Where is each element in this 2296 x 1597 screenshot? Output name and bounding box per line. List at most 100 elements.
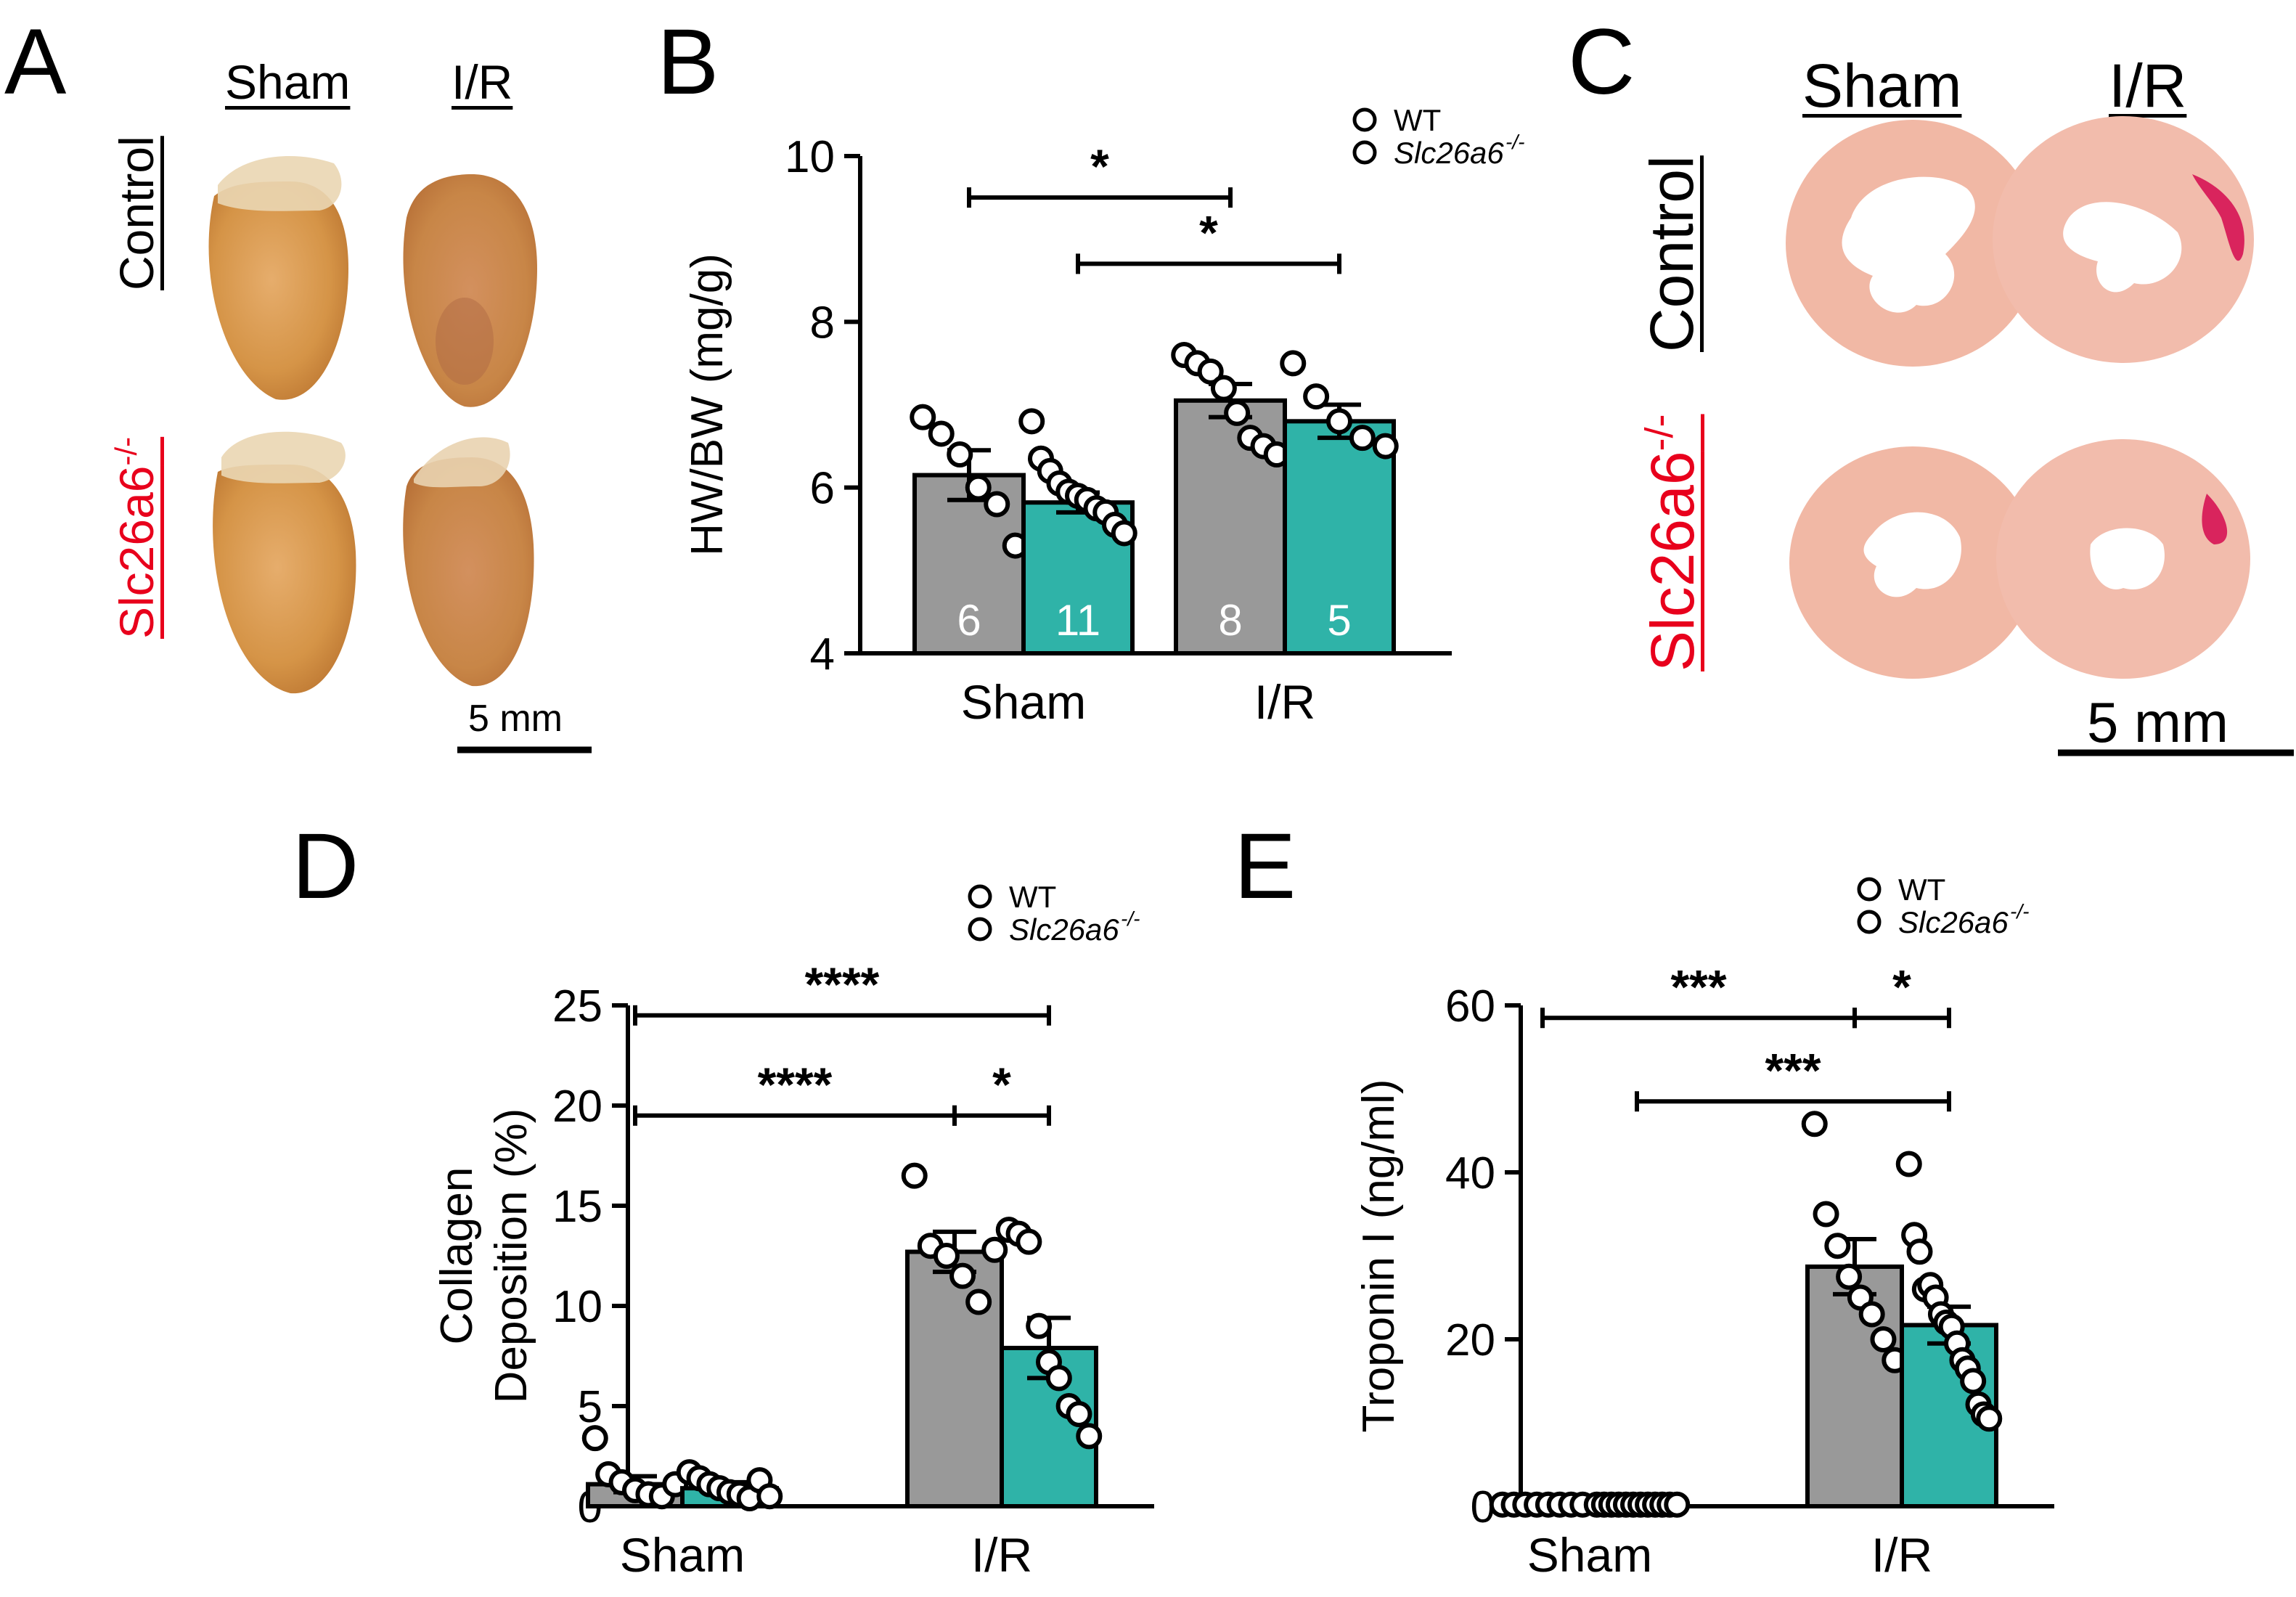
data-point (1349, 425, 1376, 452)
chart-d: 0510152025CollagenDeposition (%)ShamI/R*… (432, 880, 1154, 1582)
category-label: Sham (961, 675, 1086, 729)
category-label: Sham (620, 1528, 745, 1582)
panel-letter-a: A (4, 10, 67, 114)
data-point (947, 441, 973, 467)
legend-label-ko-sup: -/- (1506, 131, 1524, 153)
section-control-ir (1993, 116, 2254, 363)
panel-letter-d: D (292, 814, 359, 918)
y-tick-label: 40 (1445, 1148, 1495, 1198)
data-point (1076, 1423, 1103, 1450)
data-point (1280, 350, 1307, 377)
legend-label-ko: Slc26a6 (1009, 912, 1119, 947)
category-label: I/R (1871, 1528, 1932, 1582)
panel-c-scale-label: 5 mm (2087, 690, 2228, 754)
data-point (1066, 1401, 1092, 1428)
y-tick-label: 20 (1445, 1315, 1495, 1365)
heart-control-sham (208, 156, 348, 400)
data-point (1870, 1326, 1897, 1352)
data-point (1824, 1233, 1851, 1259)
y-axis-label: HW/BW (mg/g) (682, 253, 732, 556)
data-point (1326, 408, 1352, 435)
data-point (1813, 1201, 1839, 1228)
y-axis-label-line: Deposition (%) (486, 1108, 536, 1404)
panel-c-row-ko-label: Slc26a6 (1638, 451, 1707, 671)
significance-label: *** (1765, 1043, 1821, 1097)
significance-label: **** (758, 1058, 833, 1111)
heart-control-ir (403, 174, 537, 407)
y-tick-label: 10 (552, 1282, 602, 1332)
panel-c-row-ko: Slc26a6-/- (1637, 414, 1708, 671)
data-point (1372, 433, 1399, 460)
sample-size-label: 8 (1218, 596, 1242, 645)
legend-marker-wt (968, 884, 992, 909)
data-point (1026, 1312, 1053, 1339)
panel-c-col-ir: I/R (2109, 52, 2187, 120)
panel-c-row-ko-sup: -/- (1638, 414, 1681, 452)
y-tick-label: 25 (552, 981, 602, 1032)
data-point (1303, 383, 1330, 410)
panel-letter-b: B (657, 10, 719, 114)
data-point (581, 1425, 608, 1452)
y-axis-label-line: Collagen (432, 1167, 482, 1345)
legend-label-ko: Slc26a6 (1898, 905, 2009, 939)
significance-label: **** (805, 957, 880, 1011)
significance-label: * (1199, 205, 1218, 259)
legend-marker-wt (1352, 107, 1377, 132)
panel-c-histology-images (1786, 116, 2294, 756)
data-point (981, 1236, 1008, 1263)
panel-a-col-sham: Sham (225, 55, 351, 109)
y-tick-label: 15 (552, 1182, 602, 1232)
panel-a-col-ir: I/R (452, 55, 513, 109)
y-tick-label: 8 (810, 298, 835, 348)
category-label: I/R (1254, 675, 1315, 729)
category-label: Sham (1527, 1528, 1652, 1582)
data-point (1197, 358, 1224, 385)
legend-label-wt: WT (1009, 880, 1056, 914)
data-point (1976, 1405, 2003, 1432)
data-point (1016, 1228, 1042, 1255)
panel-letter-e: E (1234, 814, 1296, 918)
chart-b: 4 6 8 10 HW/BW (mg/g) 6 8 11 5 Sham I/R * * WTSlc26a6… (682, 103, 1524, 729)
data-point (756, 1483, 783, 1510)
data-point (1018, 408, 1045, 435)
legend-marker-ko (1352, 140, 1377, 165)
y-axis-label: Troponin I (ng/ml) (1354, 1079, 1404, 1433)
data-point (1858, 1301, 1885, 1328)
data-point (949, 1262, 976, 1289)
data-point (1224, 399, 1251, 426)
legend-marker-wt (1857, 877, 1882, 902)
y-tick-label: 5 (578, 1382, 602, 1432)
y-tick-label: 20 (552, 1082, 602, 1132)
data-point (1960, 1368, 1987, 1394)
significance-label: *** (1670, 960, 1726, 1013)
y-tick-label: 60 (1445, 981, 1495, 1032)
heart-ko-sham (213, 431, 356, 694)
significance-label: * (992, 1058, 1011, 1111)
data-point (1836, 1263, 1863, 1290)
panel-a-scale-label: 5 mm (468, 698, 563, 740)
data-point (1664, 1491, 1691, 1518)
data-point (901, 1162, 928, 1189)
panel-letter-c: C (1568, 10, 1635, 114)
data-point (1111, 520, 1137, 547)
legend-label-ko-sup: -/- (2010, 900, 2029, 923)
data-point (965, 474, 992, 501)
data-point (1210, 375, 1237, 401)
bar-wt-1 (905, 1249, 1004, 1508)
sample-size-label: 6 (957, 596, 981, 645)
sample-size-label: 5 (1327, 596, 1351, 645)
y-tick-label: 4 (810, 629, 835, 679)
significance-label: * (1892, 960, 1911, 1013)
legend-marker-ko (968, 917, 992, 942)
data-point (965, 1288, 992, 1315)
significance-label: * (1090, 139, 1109, 193)
data-point (1801, 1111, 1828, 1137)
data-point (933, 1243, 960, 1269)
category-label: I/R (971, 1528, 1032, 1582)
heart-ko-ir (403, 437, 534, 687)
sample-size-label: 11 (1055, 596, 1100, 645)
section-control-sham (1786, 120, 2040, 367)
data-point (910, 404, 936, 430)
panel-c-row-control: Control (1638, 155, 1706, 352)
